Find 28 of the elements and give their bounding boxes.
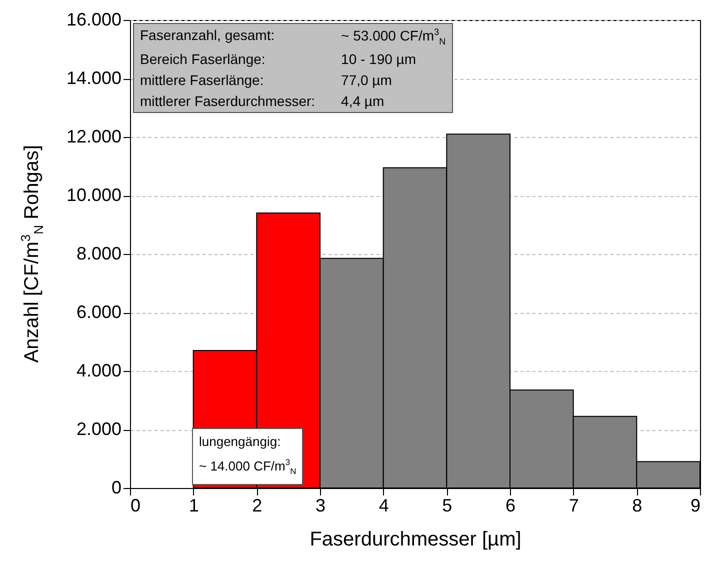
y-tick-label: 14.000: [66, 68, 122, 88]
annotation: mittlere Faserlänge:: [140, 72, 265, 88]
y-tick-label: 2.000: [76, 419, 122, 439]
y-tick-label: 0: [111, 478, 122, 498]
x-tick-label: 2: [252, 496, 262, 516]
y-tick-label: 16.000: [66, 10, 122, 30]
x-tick-label: 6: [505, 496, 516, 516]
y-tick-label: 6.000: [76, 302, 122, 322]
x-tick-label: 1: [188, 496, 199, 516]
x-tick-label: 9: [690, 496, 700, 516]
annotation: 77,0 µm: [341, 72, 393, 88]
y-tick-label: 4.000: [76, 360, 122, 380]
annotation: 10 - 190 µm: [341, 51, 418, 68]
annotation: mittlerer Faserdurchmesser:: [140, 93, 316, 110]
x-tick-label: 3: [315, 496, 326, 516]
x-tick-label: 8: [632, 496, 642, 516]
x-tick-label: 4: [378, 496, 389, 516]
annotation: lungengängig:: [199, 434, 281, 449]
x-tick-label: 0: [130, 496, 141, 516]
y-tick-label: 10.000: [66, 185, 122, 205]
x-tick-label: 5: [442, 496, 452, 516]
y-tick-label: 8.000: [76, 244, 122, 264]
x-axis-title: Faserdurchmesser [µm]: [310, 528, 522, 550]
y-tick-label: 12.000: [66, 126, 122, 146]
annotation: Faseranzahl, gesamt:: [140, 27, 276, 45]
x-tick-label: 7: [568, 496, 579, 516]
annotation: 4,4 µm: [341, 93, 386, 110]
annotation: Bereich Faserlänge:: [140, 51, 266, 68]
